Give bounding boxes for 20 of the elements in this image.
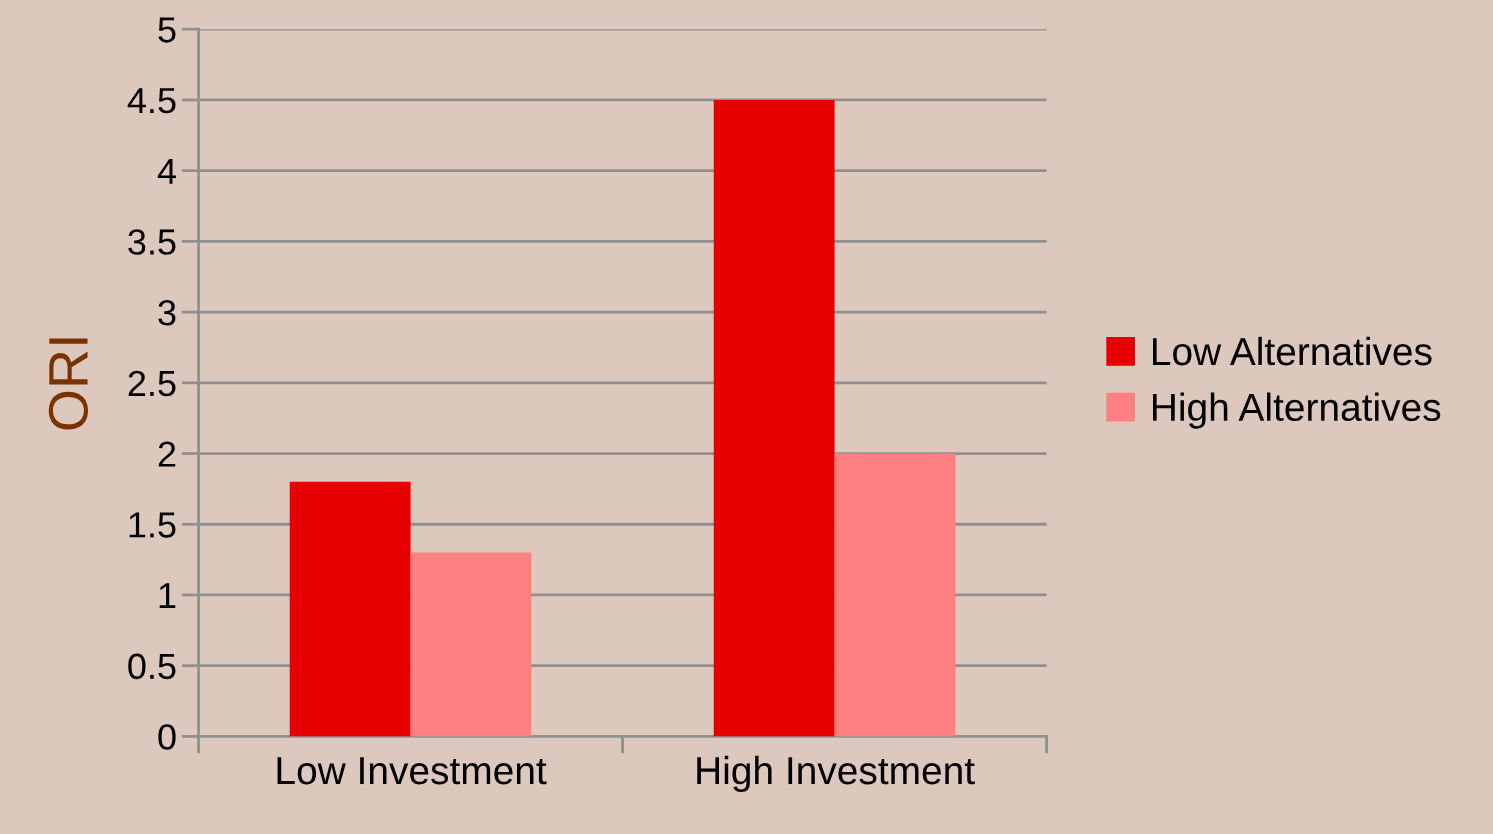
y-tick-label: 4	[157, 158, 176, 184]
y-tick-label: 1	[159, 583, 176, 609]
x-tick-label: Low Investment	[277, 757, 547, 785]
y-tick-label: 5	[158, 17, 176, 43]
y-tick-label: 3	[158, 299, 176, 326]
y-axis-title: ORI	[48, 338, 89, 430]
y-tick-label: 1.5	[129, 512, 176, 538]
bar	[410, 552, 532, 737]
y-tick-label: 2	[158, 441, 176, 467]
y-tick-label: 0	[158, 724, 176, 750]
bar	[834, 453, 956, 737]
bar	[289, 481, 411, 737]
bar	[713, 99, 835, 737]
legend-label: High Alternatives	[1153, 392, 1441, 429]
y-tick-label: 0.5	[128, 653, 176, 680]
y-tick-label: 3.5	[128, 229, 176, 255]
x-tick-label: High Investment	[697, 755, 975, 793]
y-tick-label: 4.5	[127, 88, 176, 114]
legend-label: Low Alternatives	[1153, 336, 1432, 366]
y-tick-label: 2.5	[128, 370, 176, 397]
